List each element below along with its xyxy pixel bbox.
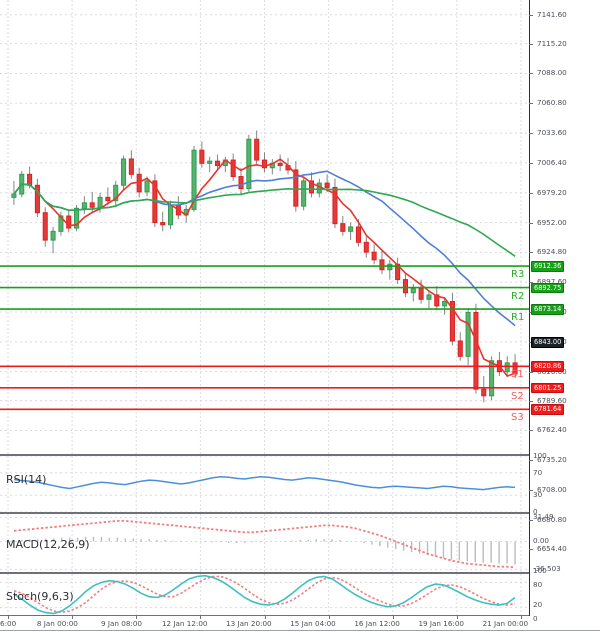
x-axis (0, 616, 600, 633)
y-tick-label: 6979.20 (537, 187, 567, 197)
stoch-tick-label: 0 (533, 614, 538, 623)
rsi-tick-label: 70 (533, 467, 543, 477)
x-tick-mark (8, 616, 9, 619)
y-tick-label: 6789.60 (537, 395, 567, 405)
macd-plot-area (0, 514, 600, 572)
x-tick-mark (136, 616, 138, 619)
stoch-tick-label: 80 (533, 580, 543, 590)
y-tick-label: 6897.60 (537, 277, 567, 287)
x-tick-label: 6:00 (0, 619, 17, 628)
x-tick-mark (72, 616, 74, 619)
price-chart-svg (0, 0, 529, 455)
y-tick-mark (529, 490, 533, 492)
stoch-tick-label: 100 (533, 566, 547, 575)
level-tag-s3: 6781.64 (531, 404, 565, 415)
x-tick-mark (521, 616, 522, 619)
macd-tick-label: 0.00 (533, 536, 550, 546)
level-label-s1: S1 (511, 369, 524, 381)
x-tick-mark (456, 616, 458, 619)
level-tag-r2: 6892.75 (531, 282, 565, 294)
stoch-panel (0, 574, 600, 616)
x-tick-label: 8 Jan 00:00 (36, 619, 78, 628)
level-tag-s1: 6820.86 (531, 361, 565, 372)
rsi-tick-label: 30 (533, 490, 543, 500)
y-tick-label: 6680.80 (537, 514, 567, 524)
level-label-s3: S3 (511, 412, 524, 424)
level-label-r1: R1 (511, 312, 525, 324)
y-tick-label: 6735.20 (537, 455, 567, 465)
rsi-panel (0, 456, 600, 512)
x-tick-mark (200, 616, 202, 619)
rsi-tick-label: 0 (533, 507, 538, 516)
y-tick-mark (529, 192, 533, 194)
x-tick-label: 16 Jan 12:00 (354, 619, 400, 628)
stoch-plot-area (0, 574, 600, 616)
x-tick-label: 13 Jan 20:00 (226, 619, 272, 628)
price-panel (0, 0, 529, 455)
y-tick-label: 6952.00 (537, 217, 567, 227)
y-tick-label: 7033.60 (537, 128, 567, 138)
macd-panel (0, 514, 600, 572)
x-tick-label: 21 Jan 00:00 (482, 619, 529, 628)
y-tick-label: 7141.60 (537, 9, 567, 19)
y-tick-label: 7006.40 (537, 157, 567, 167)
panel-separator-rsi (0, 512, 530, 514)
y-tick-mark (529, 133, 533, 135)
y-tick-mark (529, 371, 533, 373)
stoch-label: Stoch(9,6,3) (6, 590, 74, 603)
y-tick-label: 6762.40 (537, 425, 567, 435)
y-tick-label: 7060.80 (537, 98, 567, 108)
stoch-chart-svg (0, 574, 529, 616)
price-plot-area (0, 0, 529, 455)
y-tick-label: 6654.40 (537, 543, 567, 553)
panel-separator-macd (0, 572, 530, 574)
macd-tick-label: 31.49 (533, 512, 554, 522)
level-tag-r1: 6873.14 (531, 304, 565, 315)
panel-separator-price (0, 454, 530, 456)
level-label-r2: R2 (511, 290, 525, 302)
y-tick-mark (529, 222, 533, 224)
level-label-r3: R3 (511, 269, 525, 281)
x-tick-mark (392, 616, 394, 619)
rsi-tick-label: 100 (533, 451, 547, 460)
x-tick-mark (264, 616, 266, 619)
y-tick-label: 7115.20 (537, 38, 567, 48)
rsi-label: RSI(14) (6, 473, 47, 486)
y-tick-mark (529, 430, 533, 432)
y-tick-mark (529, 162, 533, 164)
y-tick-mark (529, 519, 533, 521)
y-tick-mark (529, 460, 533, 462)
y-tick-label: 6924.80 (537, 247, 567, 257)
level-label-s2: S2 (511, 390, 524, 402)
macd-chart-svg (0, 514, 529, 572)
x-tick-label: 19 Jan 16:00 (418, 619, 464, 628)
x-tick-label: 15 Jan 04:00 (290, 619, 336, 628)
level-tag-r3: 6912.36 (531, 261, 565, 272)
x-tick-label: 12 Jan 12:00 (161, 619, 208, 628)
x-axis-bottom-rule (0, 630, 600, 631)
y-tick-mark (529, 14, 533, 16)
y-tick-mark (529, 43, 533, 45)
y-tick-mark (529, 103, 533, 105)
level-tag-s2: 6801.25 (531, 382, 565, 394)
rsi-chart-svg (0, 456, 529, 512)
y-tick-label: 7088.00 (537, 68, 567, 78)
x-tick-mark (328, 616, 330, 619)
stoch-tick-label: 20 (533, 599, 543, 609)
y-tick-mark (529, 252, 533, 254)
macd-tick-label: -36.503 (533, 564, 561, 574)
x-tick-label: 9 Jan 08:00 (101, 619, 142, 628)
price-axis-line (529, 0, 530, 616)
rsi-plot-area (0, 456, 600, 512)
y-tick-mark (529, 400, 533, 402)
y-tick-mark (529, 548, 533, 550)
y-tick-mark (529, 73, 533, 75)
y-tick-label: 6708.00 (537, 485, 567, 495)
last-price-tag: 6843.00 (531, 337, 565, 348)
macd-label: MACD(12,26,9) (6, 538, 90, 551)
